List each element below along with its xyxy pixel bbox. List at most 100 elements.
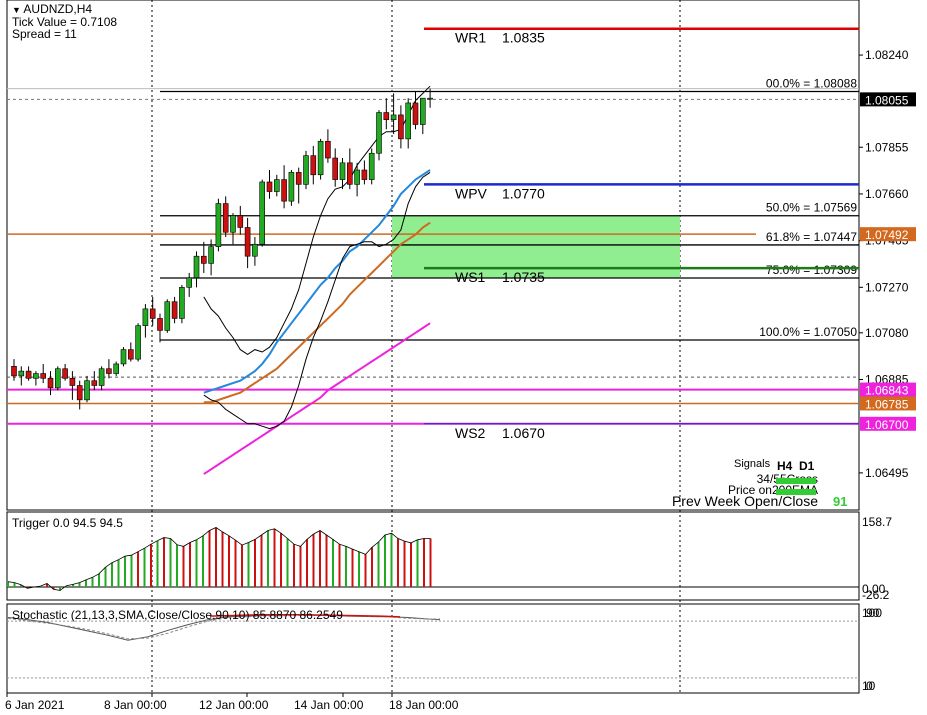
stoch-overbought-segment xyxy=(209,613,401,618)
candle[interactable] xyxy=(164,301,171,331)
candle[interactable] xyxy=(157,318,163,331)
trigger-panel[interactable] xyxy=(6,511,860,601)
candle[interactable] xyxy=(252,243,258,257)
price-tag-label: 1.06700 xyxy=(865,418,909,432)
candle[interactable] xyxy=(222,203,229,233)
stochastic-label: Stochastic (21,13,3,SMA,Close/Close,90,1… xyxy=(12,608,343,622)
candle[interactable] xyxy=(405,102,412,140)
candle[interactable] xyxy=(244,227,251,257)
candle[interactable] xyxy=(281,179,287,202)
fib-level-label: 00.0% = 1.08088 xyxy=(766,76,857,90)
price-tag-label: 1.06785 xyxy=(865,397,909,411)
signals-title: Signals xyxy=(734,458,771,470)
fib-level-label: 75.0% = 1.07309 xyxy=(766,263,857,277)
candle[interactable] xyxy=(106,368,112,374)
price-tag xyxy=(860,92,916,107)
trigger-histogram xyxy=(7,527,432,591)
price-tag xyxy=(860,416,916,431)
candle[interactable] xyxy=(237,215,244,228)
time-axis-label: 18 Jan 00:00 xyxy=(389,698,459,712)
candle[interactable] xyxy=(47,378,54,389)
candle[interactable] xyxy=(11,366,17,377)
trigger-line xyxy=(7,527,431,591)
signal-indicator-bar xyxy=(776,478,816,484)
candle[interactable] xyxy=(376,112,382,154)
candle[interactable] xyxy=(135,325,141,360)
spread: Spread = 11 xyxy=(12,27,77,41)
candle[interactable] xyxy=(142,308,149,326)
candle[interactable] xyxy=(383,112,390,121)
candle[interactable] xyxy=(149,308,156,319)
candle[interactable] xyxy=(18,370,25,377)
pivot-label-wpv: WPV 1.0770 xyxy=(455,185,545,201)
candle[interactable] xyxy=(208,246,214,264)
candle[interactable] xyxy=(361,169,368,180)
price-axis-label: 1.07660 xyxy=(865,187,909,201)
candle[interactable] xyxy=(179,287,185,319)
candle[interactable] xyxy=(419,97,426,125)
candle[interactable] xyxy=(398,114,404,140)
time-axis-label: 8 Jan 00:00 xyxy=(104,698,167,712)
price-axis-label: 1.07080 xyxy=(865,326,909,340)
pivot-value: 1.0770 xyxy=(502,185,545,201)
candle[interactable] xyxy=(40,373,47,379)
candle[interactable] xyxy=(266,181,273,192)
candle[interactable] xyxy=(113,363,119,374)
candle[interactable] xyxy=(354,169,360,185)
pivot-name: WS1 xyxy=(455,269,486,285)
candle[interactable] xyxy=(215,203,222,247)
pivot-name: WS2 xyxy=(455,425,486,441)
candle[interactable] xyxy=(310,155,317,176)
price-tag xyxy=(860,227,916,242)
candle[interactable] xyxy=(259,181,266,245)
candle[interactable] xyxy=(84,380,90,401)
candle[interactable] xyxy=(303,155,309,185)
pivot-value: 1.0835 xyxy=(502,30,545,46)
signals-row-label: Prev Week Open/Close xyxy=(672,493,818,509)
trigger-axis-zero: 0.00 xyxy=(862,582,886,596)
candle[interactable] xyxy=(171,301,178,319)
candle[interactable] xyxy=(325,140,331,159)
candle[interactable] xyxy=(273,179,280,192)
candle[interactable] xyxy=(332,157,339,180)
candle[interactable] xyxy=(91,380,98,386)
stoch-signal-line xyxy=(7,614,440,640)
candle[interactable] xyxy=(339,162,346,180)
bollinger-lower-line xyxy=(203,171,431,430)
symbol-label: AUDNZD,H4 xyxy=(23,2,93,16)
candle[interactable] xyxy=(317,140,324,176)
candle[interactable] xyxy=(98,368,105,386)
candle[interactable] xyxy=(69,378,76,386)
candle[interactable] xyxy=(346,162,353,185)
candle[interactable] xyxy=(186,277,192,288)
candle[interactable] xyxy=(412,102,419,125)
stoch-axis-10: 10 xyxy=(862,679,876,693)
signals-value: 91 xyxy=(833,494,847,509)
candle[interactable] xyxy=(295,172,302,185)
signals-h4-header: H4 xyxy=(777,459,793,473)
price-tag-label: 1.08055 xyxy=(865,93,909,107)
candle[interactable] xyxy=(230,215,236,233)
candle[interactable] xyxy=(368,152,375,180)
dropdown-arrow-icon[interactable]: ▼ xyxy=(12,5,24,15)
pivot-label-ws2: WS2 1.0670 xyxy=(455,425,545,441)
candle[interactable] xyxy=(54,368,61,389)
candle[interactable] xyxy=(76,385,83,401)
trigger-label: Trigger 0.0 94.5 94.5 xyxy=(12,516,123,530)
candle[interactable] xyxy=(25,370,32,379)
candle[interactable] xyxy=(62,368,68,379)
candle[interactable] xyxy=(288,172,295,202)
price-tag-label: 1.06843 xyxy=(865,384,909,398)
candle[interactable] xyxy=(33,373,39,379)
candle[interactable] xyxy=(128,349,134,360)
candle[interactable] xyxy=(201,255,207,264)
fib-level-label: 61.8% = 1.07447 xyxy=(766,230,857,244)
symbol-title[interactable]: ▼ AUDNZD,H4 xyxy=(12,3,117,16)
price-axis-label: 1.06495 xyxy=(865,466,909,480)
candle[interactable] xyxy=(390,114,397,121)
candle[interactable] xyxy=(193,255,200,279)
candle[interactable] xyxy=(120,349,127,365)
price-tag xyxy=(860,396,916,411)
candle[interactable] xyxy=(427,97,433,100)
